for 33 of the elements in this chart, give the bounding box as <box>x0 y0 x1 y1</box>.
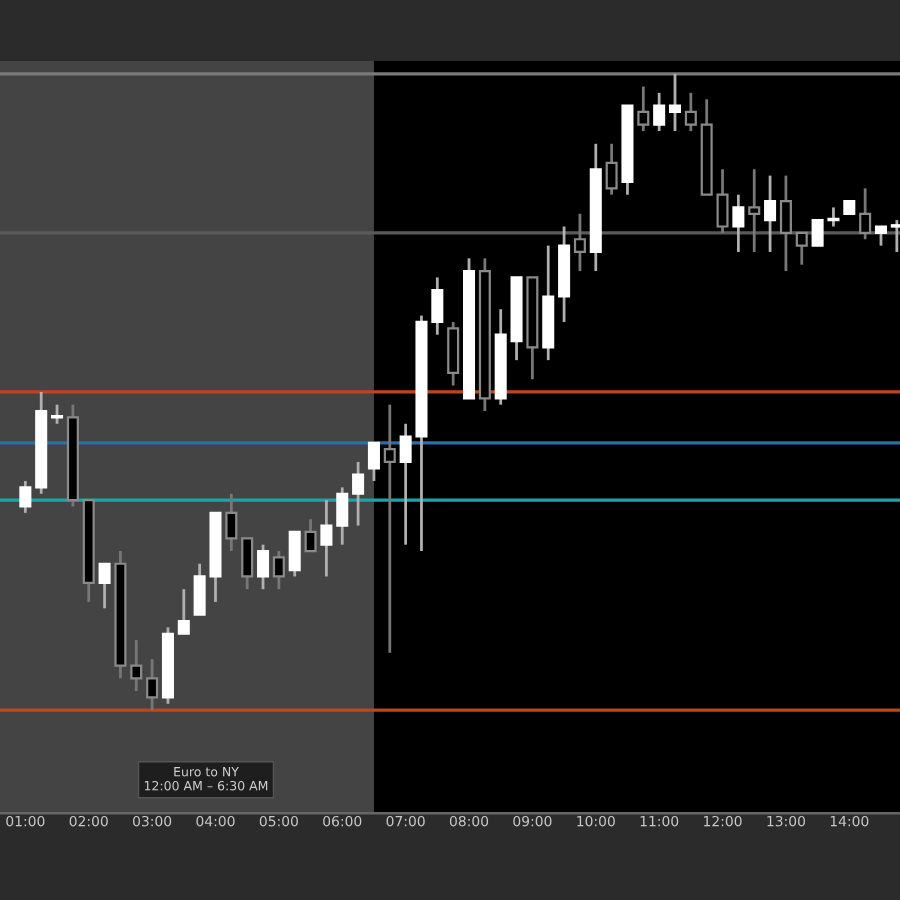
candlestick <box>304 517 317 553</box>
candlestick <box>98 562 111 610</box>
candlestick <box>383 403 396 655</box>
candlestick <box>352 460 365 527</box>
candlestick <box>367 441 380 483</box>
candlestick <box>748 167 761 254</box>
candlestick <box>288 530 301 578</box>
candlestick <box>573 212 586 273</box>
candlestick <box>320 498 333 578</box>
candlestick <box>795 231 808 267</box>
candlestick <box>447 320 460 387</box>
candlestick <box>716 167 729 235</box>
candlestick <box>177 587 190 636</box>
candlestick <box>257 543 270 591</box>
candlestick <box>684 91 697 133</box>
candlestick <box>637 85 650 133</box>
candlestick <box>605 142 618 197</box>
candlestick <box>874 225 888 247</box>
candlestick <box>19 479 32 515</box>
candlestick <box>130 638 143 693</box>
candlestick <box>51 403 64 426</box>
candlestick <box>225 492 238 553</box>
candlestick <box>890 218 900 254</box>
candlestick <box>668 72 682 133</box>
candlestick <box>272 549 285 591</box>
candlestick <box>779 174 792 273</box>
candlestick <box>146 657 159 712</box>
candlestick <box>764 174 777 254</box>
candlestick <box>241 536 254 591</box>
candlestick <box>336 486 349 547</box>
candlestick <box>859 186 872 241</box>
candlestick <box>653 91 666 133</box>
candlestick <box>732 193 745 254</box>
